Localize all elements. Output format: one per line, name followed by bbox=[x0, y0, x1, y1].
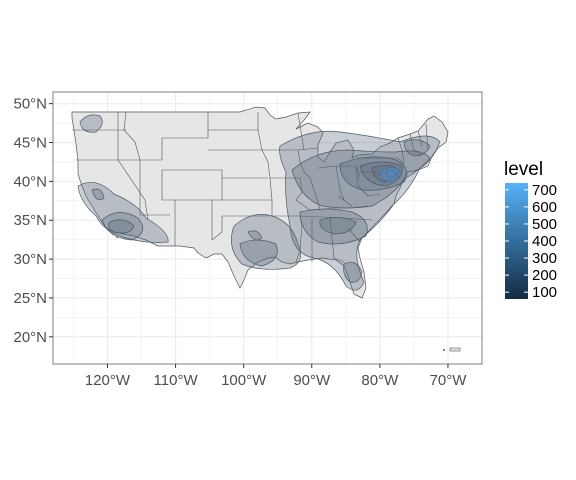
x-tick-label: 100°W bbox=[221, 372, 267, 389]
panel-border bbox=[52, 91, 483, 365]
legend-label: 200 bbox=[532, 267, 557, 284]
x-tick-label: 110°W bbox=[154, 372, 199, 389]
legend-label: 500 bbox=[532, 216, 557, 233]
x-axis: 120°W 110°W 100°W 90°W 80°W 70°W bbox=[85, 364, 467, 389]
legend-label: 600 bbox=[532, 199, 557, 216]
legend-label: 100 bbox=[532, 284, 557, 301]
legend-colorbar bbox=[505, 183, 528, 299]
legend-label: 400 bbox=[532, 233, 557, 250]
y-tick-label: 45°N bbox=[13, 135, 47, 152]
x-tick-label: 70°W bbox=[430, 372, 468, 389]
x-tick-label: 80°W bbox=[361, 372, 399, 389]
density-core bbox=[379, 167, 401, 183]
islands bbox=[111, 232, 461, 352]
us-land bbox=[71, 106, 449, 299]
y-tick-label: 40°N bbox=[13, 173, 47, 190]
y-axis: 50°N 45°N 40°N 35°N 30°N 25°N 20°N bbox=[13, 96, 53, 346]
y-tick-label: 25°N bbox=[13, 290, 47, 307]
x-tick-label: 90°W bbox=[293, 372, 331, 389]
x-tick-label: 120°W bbox=[85, 372, 131, 389]
y-tick-label: 50°N bbox=[13, 96, 47, 113]
legend-title: level bbox=[504, 159, 543, 180]
legend-label: 700 bbox=[532, 182, 557, 199]
y-tick-label: 30°N bbox=[13, 251, 47, 268]
y-tick-label: 20°N bbox=[13, 329, 47, 346]
legend-label: 300 bbox=[532, 250, 557, 267]
y-tick-label: 35°N bbox=[13, 212, 47, 229]
